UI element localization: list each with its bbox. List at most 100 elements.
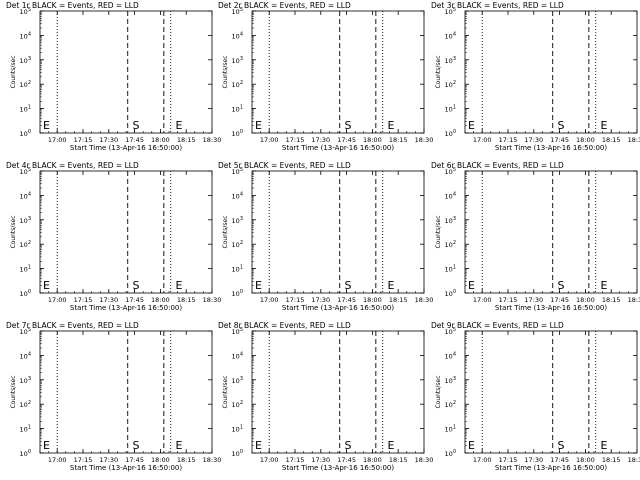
y-tick-base: 10 xyxy=(20,192,28,200)
x-tick-label: 18:15 xyxy=(389,136,408,144)
panel-det-6: Det 6r BLACK = Events, RED = LLD 17:00 17:… xyxy=(431,161,640,312)
panel-det-1: Det 1r BLACK = Events, RED = LLD 17:00 17:… xyxy=(6,1,221,152)
x-tick-label: 17:30 xyxy=(524,136,543,144)
y-tick-exponent: 5 xyxy=(28,167,31,173)
y-tick-exponent: 4 xyxy=(28,191,31,197)
marker-s: S xyxy=(344,119,351,132)
y-tick-base: 10 xyxy=(232,450,240,458)
y-tick-label: 104 xyxy=(232,191,243,200)
y-tick-base: 10 xyxy=(232,377,240,385)
y-tick-label: 100 xyxy=(20,449,31,458)
y-tick-label: 102 xyxy=(232,240,243,249)
y-tick-base: 10 xyxy=(445,450,453,458)
y-tick-label: 105 xyxy=(20,327,31,336)
x-tick-label: 18:30 xyxy=(203,296,222,304)
y-tick-exponent: 4 xyxy=(28,351,31,357)
x-tick-label: 17:00 xyxy=(473,456,492,464)
x-tick-label: 18:00 xyxy=(363,136,382,144)
marker-s: S xyxy=(132,279,139,292)
y-axis-label: Counts/sec xyxy=(435,215,442,248)
x-axis-label: Start Time (13-Apr-16 16:50:00) xyxy=(70,464,182,472)
y-tick-label: 104 xyxy=(20,191,31,200)
x-tick-label: 18:00 xyxy=(151,456,170,464)
y-tick-label: 104 xyxy=(445,31,456,40)
plot-frame xyxy=(39,330,213,454)
y-tick-label: 102 xyxy=(20,400,31,409)
x-tick-label: 18:00 xyxy=(576,136,595,144)
panel-det-5: Det 5r BLACK = Events, RED = LLD 17:00 17:… xyxy=(218,161,433,312)
y-tick-exponent: 4 xyxy=(453,191,456,197)
marker-s: S xyxy=(344,279,351,292)
y-tick-exponent: 1 xyxy=(28,265,31,271)
y-tick-base: 10 xyxy=(445,106,453,114)
x-tick-label: 17:15 xyxy=(286,456,305,464)
y-tick-label: 104 xyxy=(445,191,456,200)
y-tick-exponent: 3 xyxy=(453,216,456,222)
y-tick-exponent: 4 xyxy=(453,31,456,37)
y-tick-label: 105 xyxy=(20,7,31,16)
marker-e: E xyxy=(468,119,475,132)
y-tick-base: 10 xyxy=(232,241,240,249)
plot-frame xyxy=(464,330,638,454)
y-tick-base: 10 xyxy=(20,450,28,458)
x-axis-label: Start Time (13-Apr-16 16:50:00) xyxy=(282,304,394,312)
y-tick-exponent: 5 xyxy=(240,7,243,13)
y-tick-label: 100 xyxy=(232,289,243,298)
y-tick-exponent: 0 xyxy=(28,289,31,295)
x-tick-label: 18:00 xyxy=(576,456,595,464)
x-tick-label: 17:15 xyxy=(74,136,93,144)
x-tick-label: 17:45 xyxy=(125,456,144,464)
x-tick-label: 17:30 xyxy=(99,136,118,144)
x-tick-label: 18:30 xyxy=(628,296,640,304)
y-tick-base: 10 xyxy=(20,290,28,298)
y-tick-exponent: 0 xyxy=(240,289,243,295)
y-tick-exponent: 1 xyxy=(240,265,243,271)
y-tick-base: 10 xyxy=(232,81,240,89)
y-axis-label: Counts/sec xyxy=(435,55,442,88)
x-tick-label: 17:00 xyxy=(48,456,67,464)
y-tick-base: 10 xyxy=(20,266,28,274)
y-tick-label: 103 xyxy=(232,56,243,65)
x-tick-label: 18:00 xyxy=(363,456,382,464)
y-tick-label: 101 xyxy=(20,105,31,114)
x-tick-label: 17:15 xyxy=(286,296,305,304)
y-tick-base: 10 xyxy=(232,401,240,409)
x-axis-label: Start Time (13-Apr-16 16:50:00) xyxy=(282,144,394,152)
y-tick-base: 10 xyxy=(232,106,240,114)
panel-title: Det 2r BLACK = Events, RED = LLD xyxy=(218,1,351,10)
y-tick-exponent: 2 xyxy=(453,240,456,246)
y-tick-exponent: 2 xyxy=(28,400,31,406)
y-tick-label: 100 xyxy=(232,449,243,458)
x-tick-label: 17:45 xyxy=(125,136,144,144)
y-tick-label: 103 xyxy=(20,216,31,225)
x-tick-label: 17:30 xyxy=(311,136,330,144)
y-tick-base: 10 xyxy=(20,426,28,434)
y-tick-label: 104 xyxy=(232,351,243,360)
y-tick-label: 103 xyxy=(232,216,243,225)
plot-frame xyxy=(464,10,638,134)
marker-e: E xyxy=(175,439,182,452)
y-tick-base: 10 xyxy=(20,217,28,225)
x-axis-label: Start Time (13-Apr-16 16:50:00) xyxy=(495,144,607,152)
panel-title: Det 8r BLACK = Events, RED = LLD xyxy=(218,321,351,330)
x-tick-label: 17:45 xyxy=(550,136,569,144)
y-tick-exponent: 3 xyxy=(240,56,243,62)
x-tick-label: 18:00 xyxy=(151,296,170,304)
panel-title: Det 6r BLACK = Events, RED = LLD xyxy=(431,161,564,170)
plot-frame xyxy=(251,10,425,134)
x-tick-label: 17:15 xyxy=(499,136,518,144)
marker-s: S xyxy=(557,279,564,292)
x-axis-label: Start Time (13-Apr-16 16:50:00) xyxy=(70,304,182,312)
y-tick-label: 104 xyxy=(445,351,456,360)
marker-e: E xyxy=(600,119,607,132)
x-tick-label: 17:15 xyxy=(74,296,93,304)
x-tick-label: 18:15 xyxy=(602,296,621,304)
y-tick-base: 10 xyxy=(445,168,453,176)
y-axis-label: Counts/sec xyxy=(435,375,442,408)
y-tick-label: 105 xyxy=(20,167,31,176)
y-tick-exponent: 0 xyxy=(28,449,31,455)
marker-e: E xyxy=(600,439,607,452)
marker-e: E xyxy=(255,279,262,292)
x-tick-label: 17:00 xyxy=(473,296,492,304)
y-tick-base: 10 xyxy=(445,32,453,40)
